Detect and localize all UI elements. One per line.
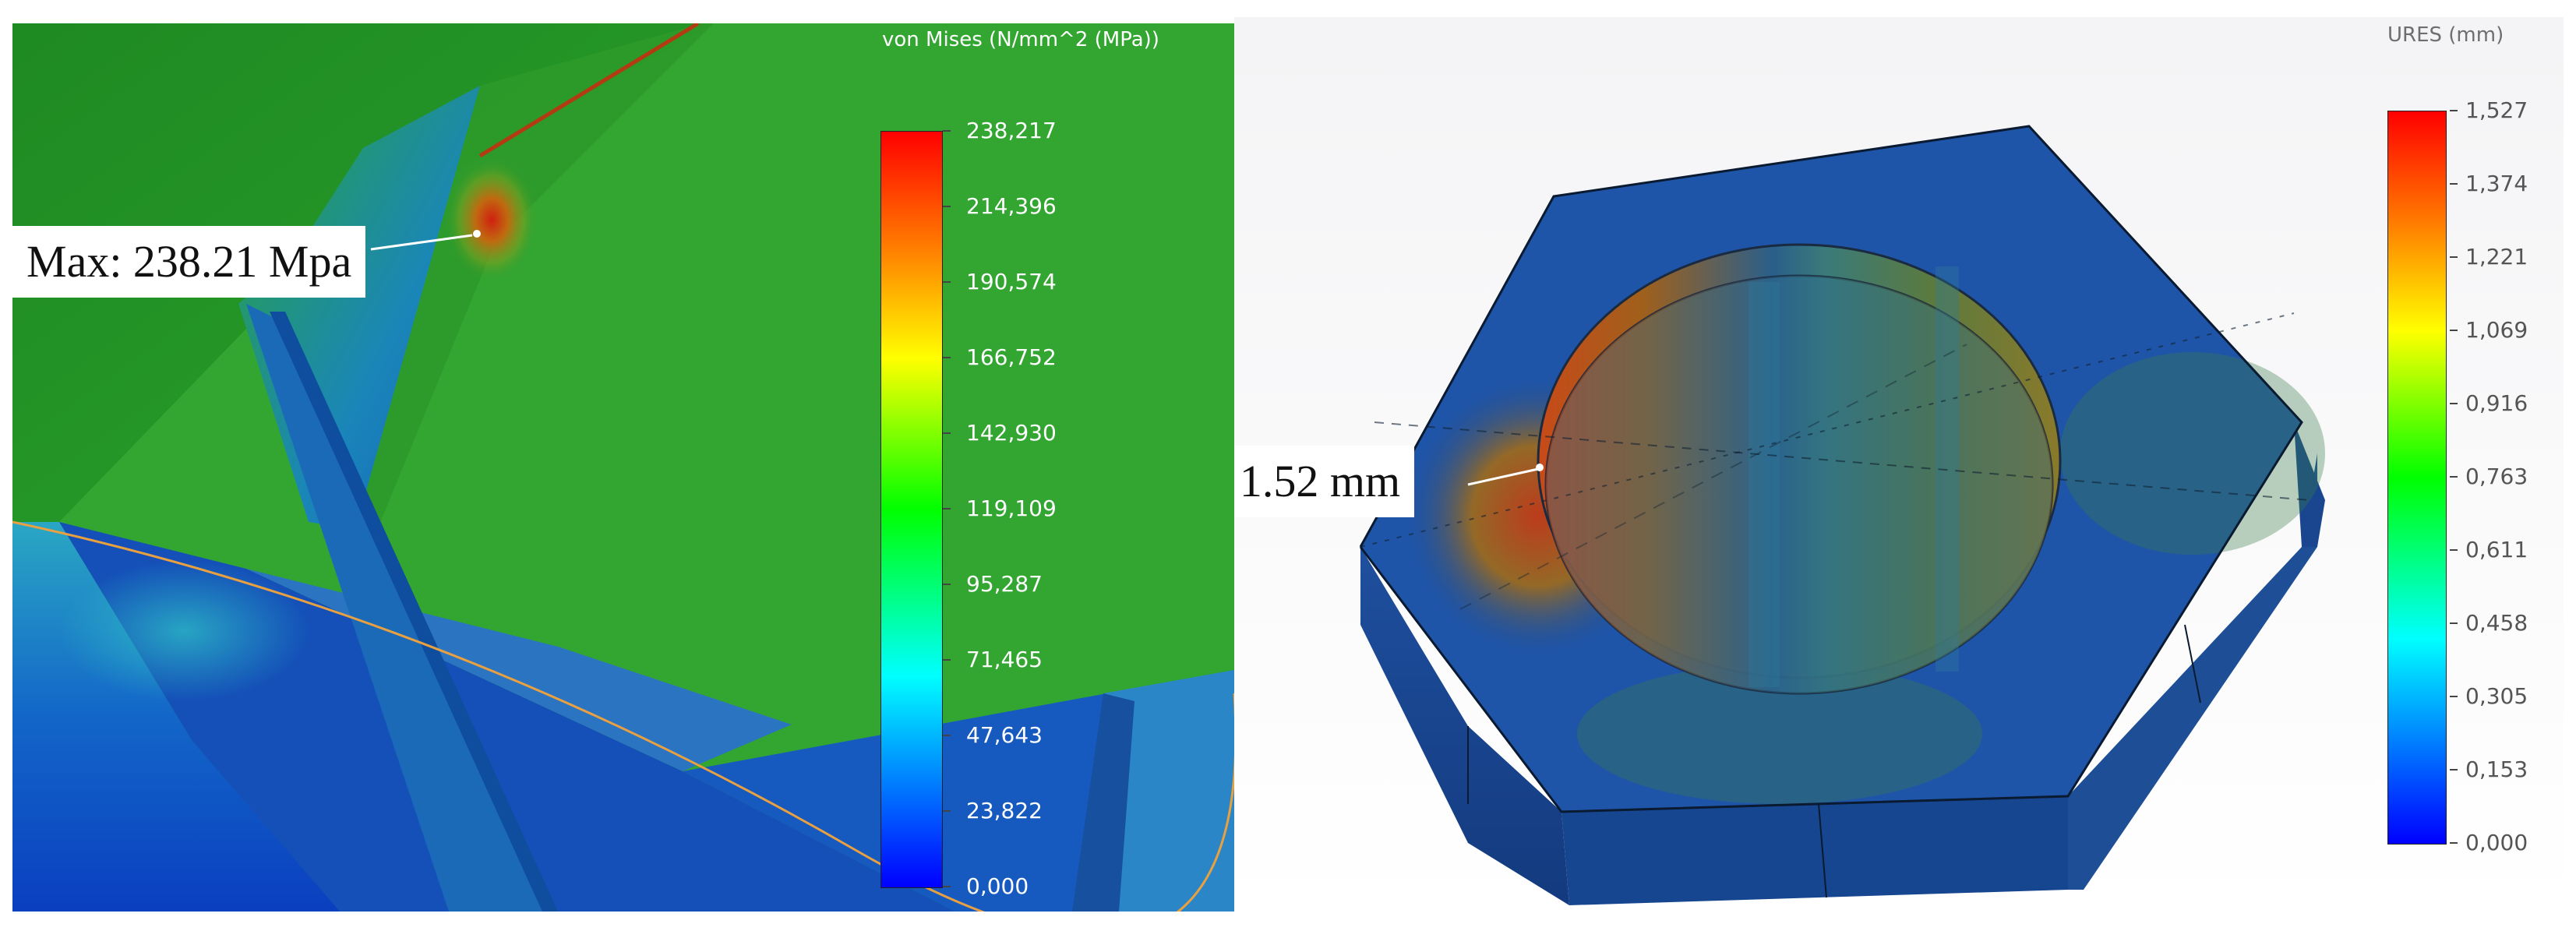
displacement-tick-mark (2450, 403, 2458, 404)
stress-tick-label: 214,396 (966, 193, 1057, 219)
displacement-model-view[interactable] (1234, 17, 2564, 913)
stress-tick-mark (943, 584, 951, 585)
stress-tick-label: 119,109 (966, 495, 1057, 521)
displacement-tick-label: 1,221 (2465, 244, 2528, 270)
stress-tick-mark (943, 659, 951, 661)
displacement-tick-mark (2450, 696, 2458, 697)
displacement-plot-panel: URES (mm) 1,527 1,374 1,221 1,069 0,916 0,763… (1234, 17, 2564, 913)
displacement-tick-mark (2450, 183, 2458, 185)
stress-tick-label: 71,465 (966, 647, 1043, 672)
stress-tick-label: 166,752 (966, 344, 1057, 370)
stress-tick-mark (943, 281, 951, 283)
stress-legend-title: von Mises (N/mm^2 (MPa)) (882, 28, 1159, 51)
displacement-tick-label: 0,305 (2465, 683, 2528, 709)
displacement-tick-label: 1,374 (2465, 171, 2528, 196)
displacement-tick-mark (2450, 110, 2458, 111)
displacement-tick-mark (2450, 769, 2458, 770)
displacement-tick-mark (2450, 256, 2458, 258)
displacement-tick-mark (2450, 622, 2458, 624)
stress-tick-mark (943, 130, 951, 132)
displacement-tick-mark (2450, 842, 2458, 844)
displacement-tick-label: 0,611 (2465, 537, 2528, 562)
stress-max-callout: Max: 238.21 Mpa (12, 226, 366, 298)
displacement-color-scale (2387, 111, 2447, 845)
displacement-tick-mark (2450, 476, 2458, 478)
stress-tick-mark (943, 357, 951, 358)
displacement-tick-label: 0,000 (2465, 830, 2528, 855)
displacement-tick-label: 1,069 (2465, 317, 2528, 343)
displacement-tick-label: 1,527 (2465, 97, 2528, 123)
stress-tick-mark (943, 810, 951, 812)
displacement-tick-label: 0,916 (2465, 390, 2528, 416)
stress-plot-panel: von Mises (N/mm^2 (MPa)) 238,217 214,396 1… (12, 23, 1234, 912)
displacement-max-callout: Max: 1.52 mm (1234, 446, 1415, 517)
displacement-legend-title: URES (mm) (2387, 23, 2504, 47)
stress-tick-mark (943, 206, 951, 207)
stress-color-scale (880, 131, 943, 888)
stress-tick-mark (943, 432, 951, 434)
stress-tick-label: 142,930 (966, 420, 1057, 446)
stress-tick-label: 190,574 (966, 269, 1057, 294)
displacement-tick-label: 0,153 (2465, 756, 2528, 782)
displacement-tick-label: 0,763 (2465, 464, 2528, 489)
displacement-tick-label: 0,458 (2465, 610, 2528, 636)
displacement-tick-mark (2450, 330, 2458, 331)
stress-tick-mark (943, 508, 951, 510)
stress-tick-label: 23,822 (966, 798, 1043, 823)
stress-tick-label: 0,000 (966, 873, 1029, 899)
stress-tick-label: 47,643 (966, 722, 1043, 748)
stress-tick-label: 95,287 (966, 571, 1043, 597)
stress-model-view[interactable] (12, 23, 1234, 912)
stress-tick-mark (943, 735, 951, 736)
stress-tick-label: 238,217 (966, 118, 1057, 143)
displacement-tick-mark (2450, 549, 2458, 551)
stress-tick-mark (943, 886, 951, 887)
